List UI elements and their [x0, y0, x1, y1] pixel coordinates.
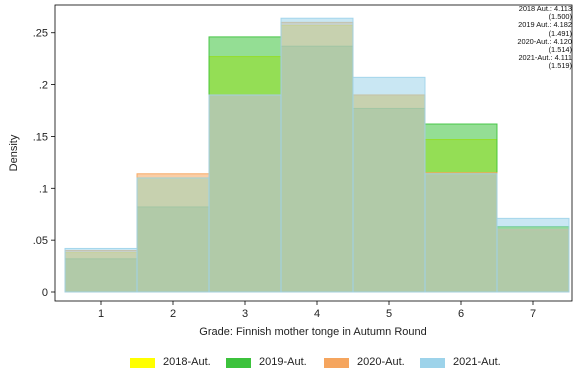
- legend-label-2019: 2019-Aut.: [259, 356, 307, 368]
- bar-2021-Aut.-grade-1: [64, 247, 138, 293]
- y-axis: 0 .05 .1 .15 .2 .25: [33, 28, 55, 299]
- y-tick-label: .1: [39, 183, 48, 195]
- legend-swatch-2018: [130, 358, 155, 368]
- y-tick-label: .15: [33, 131, 48, 143]
- legend-label-2018: 2018-Aut.: [163, 356, 211, 368]
- legend-label-2020: 2020-Aut.: [357, 356, 405, 368]
- x-axis-label: Grade: Finnish mother tonge in Autumn Ro…: [199, 326, 426, 338]
- x-tick-label: 5: [386, 308, 392, 320]
- x-tick-label: 6: [458, 308, 464, 320]
- bar-2021-Aut.-grade-3: [208, 94, 282, 293]
- x-tick-label: 1: [98, 308, 104, 320]
- y-axis-label: Density: [8, 134, 20, 171]
- x-tick-label: 3: [242, 308, 248, 320]
- legend-label-2021: 2021-Aut.: [453, 356, 501, 368]
- bar-2021-Aut.-grade-7: [496, 217, 570, 293]
- bar-2021-Aut.-grade-5: [352, 76, 426, 293]
- bar-series-2021-Aut.: [64, 17, 570, 293]
- annotation-line: 2021-Aut.: 4.111: [518, 53, 572, 63]
- bar-2021-Aut.-grade-6: [424, 173, 498, 293]
- x-tick-label: 4: [314, 308, 320, 320]
- bar-2021-Aut.-grade-4: [280, 17, 354, 293]
- y-tick-label: .25: [33, 28, 48, 40]
- y-tick-label: .05: [33, 235, 48, 247]
- x-tick-label: 2: [170, 308, 176, 320]
- y-tick-label: 0: [42, 287, 48, 299]
- summary-annotation: 2018 Aut.: 4.113 (1.500) 2019 Aut.: 4.18…: [517, 4, 572, 71]
- annotation-line: 2018 Aut.: 4.113: [518, 4, 572, 13]
- y-tick-label: .2: [39, 80, 48, 92]
- annotation-line: (1.519): [548, 61, 572, 71]
- legend-swatch-2021: [420, 358, 445, 368]
- annotation-line: 2020-Aut.: 4.120: [517, 36, 572, 46]
- annotation-line: 2019 Aut.: 4.182: [518, 20, 572, 30]
- bars-layer: [64, 17, 570, 293]
- legend-swatch-2020: [324, 358, 349, 368]
- x-tick-label: 7: [530, 308, 536, 320]
- legend-swatch-2019: [226, 358, 251, 368]
- annotation-line: (1.514): [548, 45, 572, 55]
- legend: 2018-Aut. 2019-Aut. 2020-Aut. 2021-Aut.: [0, 356, 575, 370]
- annotation-line: (1.500): [548, 12, 572, 22]
- bar-2021-Aut.-grade-2: [136, 177, 210, 293]
- annotation-line: (1.491): [548, 28, 572, 38]
- x-axis: 1 2 3 4 5 6 7: [98, 301, 536, 320]
